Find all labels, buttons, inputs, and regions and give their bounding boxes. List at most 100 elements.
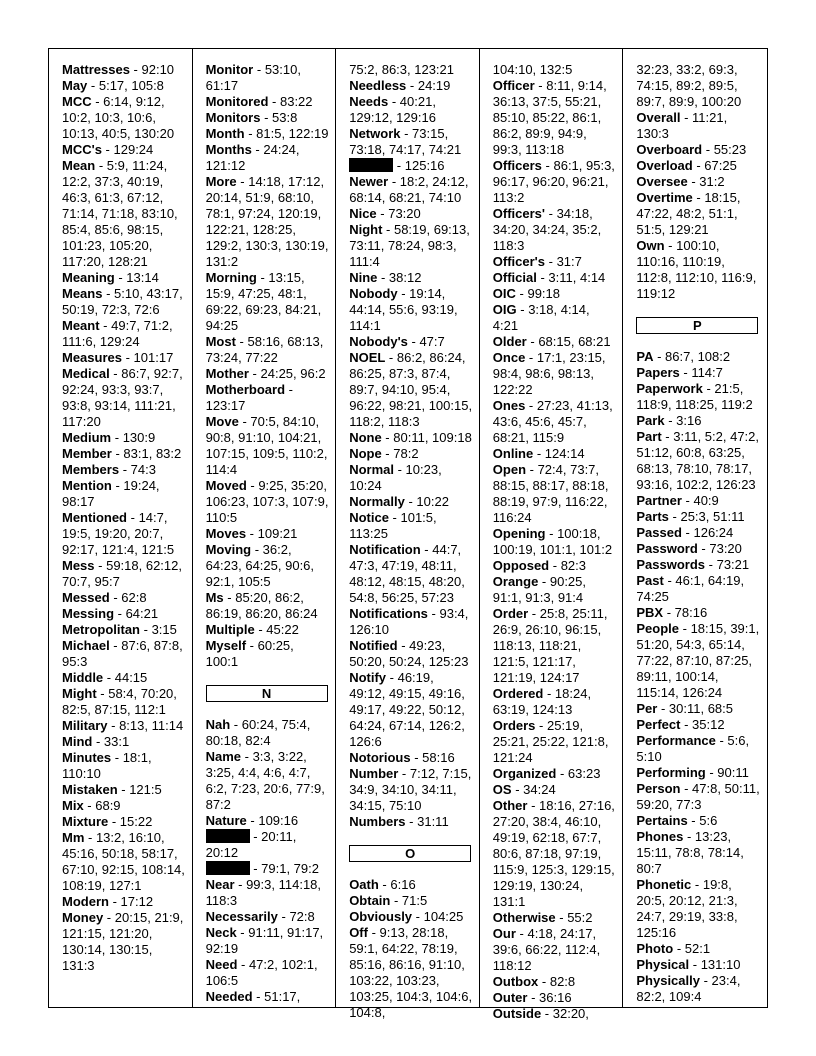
page-line-references: 40:9 bbox=[693, 493, 719, 508]
page-line-references: 86:1, 95:3, 96:17, 96:20, 96:21, 113:2 bbox=[492, 158, 615, 205]
index-entry: Pertains - 5:6 bbox=[636, 813, 718, 828]
index-entry: Needless - 24:19 bbox=[349, 78, 451, 93]
index-entry: Normal - 10:23, 10:24 bbox=[349, 462, 442, 493]
index-entry: 104:10, 132:5 bbox=[493, 62, 617, 78]
index-entry: Outer - 36:16 bbox=[492, 990, 572, 1005]
index-entry: - 79:1, 79:2 bbox=[205, 861, 330, 877]
page-line-references: 25:8, 25:11, 26:9, 26:10, 96:15, 118:13,… bbox=[492, 606, 608, 685]
index-entry: Official - 3:11, 4:14 bbox=[492, 270, 606, 285]
index-term: May bbox=[62, 78, 88, 93]
index-entry: Measures - 101:17 bbox=[62, 350, 174, 365]
index-entry: Person - 47:8, 50:11, 59:20, 77:3 bbox=[636, 781, 760, 812]
index-term: Moved bbox=[205, 478, 247, 493]
index-entry: Moved - 9:25, 35:20, 106:23, 107:3, 107:… bbox=[205, 478, 329, 525]
index-term: Nobody bbox=[349, 286, 398, 301]
page-line-references: 4:18, 24:17, 39:6, 66:22, 112:4, 118:12 bbox=[492, 926, 601, 973]
index-entry: Mix - 68:9 bbox=[62, 798, 121, 813]
index-term: NOEL bbox=[349, 350, 386, 365]
page-line-references: 52:1 bbox=[684, 941, 711, 956]
page-line-references: 32:20, bbox=[552, 1006, 589, 1021]
index-entry: Myself - 60:25, 100:1 bbox=[205, 638, 294, 669]
index-entry: Obviously - 104:25 bbox=[349, 909, 464, 924]
page-line-references: 44:15 bbox=[114, 670, 148, 685]
index-page: Mattresses - 92:10 May - 5:17, 105:8 MCC -… bbox=[48, 48, 768, 1021]
index-term: OIC bbox=[492, 286, 516, 301]
index-entry: Organized - 63:23 bbox=[492, 766, 601, 781]
index-entry: Notification - 44:7, 47:3, 47:19, 48:11,… bbox=[349, 542, 465, 605]
index-term: Months bbox=[205, 142, 252, 157]
page-line-references: 24:24, 121:12 bbox=[205, 142, 300, 173]
index-term: Once bbox=[492, 350, 526, 365]
index-entry: Past - 46:1, 64:19, 74:25 bbox=[636, 573, 745, 604]
index-term: People bbox=[636, 621, 679, 636]
page-line-references: 6:16 bbox=[390, 877, 416, 892]
index-term: Nature bbox=[205, 813, 247, 828]
page-line-references: 30:11, 68:5 bbox=[668, 701, 733, 716]
index-column: 75:2, 86:3, 123:21 Needless - 24:19 Needs … bbox=[336, 49, 480, 1020]
index-term: Notorious bbox=[349, 750, 411, 765]
index-entry: Normally - 10:22 bbox=[349, 494, 449, 509]
page-line-references: 44:7, 47:3, 47:19, 48:11, 48:12, 48:15, … bbox=[349, 542, 465, 605]
index-entry: Medium - 130:9 bbox=[62, 430, 156, 445]
index-term: Orders bbox=[492, 718, 536, 733]
index-term: Michael bbox=[62, 638, 110, 653]
redaction-block bbox=[349, 158, 394, 172]
index-term: PA bbox=[636, 349, 654, 364]
index-entry: Passwords - 73:21 bbox=[636, 557, 750, 572]
page-line-references: 109:21 bbox=[257, 526, 298, 541]
index-term: Otherwise bbox=[492, 910, 556, 925]
page-line-references: 10:22 bbox=[416, 494, 449, 509]
index-term: Performing bbox=[636, 765, 706, 780]
index-term: Passed bbox=[636, 525, 682, 540]
page-line-references: 35:12 bbox=[692, 717, 725, 732]
index-entry: Obtain - 71:5 bbox=[349, 893, 428, 908]
index-term: Network bbox=[349, 126, 401, 141]
index-term: Older bbox=[492, 334, 527, 349]
index-entry: 32:23, 33:2, 69:3, 74:15, 89:2, 89:5, 89… bbox=[636, 62, 761, 110]
index-entry: Notice - 101:5, 113:25 bbox=[349, 510, 437, 541]
index-term: Means bbox=[62, 286, 103, 301]
index-term: Monitor bbox=[205, 62, 254, 77]
index-term: Most bbox=[205, 334, 236, 349]
index-term: Needs bbox=[349, 94, 389, 109]
index-term: Off bbox=[349, 925, 368, 940]
page-line-references: 64:21 bbox=[125, 606, 159, 621]
page-line-references: 34:18, 34:20, 34:24, 35:2, 118:3 bbox=[492, 206, 602, 253]
index-term: Papers bbox=[636, 365, 680, 380]
index-entry: Officer - 8:11, 9:14, 36:13, 37:5, 55:21… bbox=[492, 78, 607, 157]
index-term: Password bbox=[636, 541, 698, 556]
index-entry: Outside - 32:20, bbox=[492, 1006, 589, 1021]
page-line-references: 18:15, 47:22, 48:2, 51:1, 51:5, 129:21 bbox=[636, 190, 741, 237]
index-entry: Need - 47:2, 102:1, 106:5 bbox=[205, 957, 318, 988]
index-term: Passwords bbox=[636, 557, 706, 572]
letter-section-header: P bbox=[636, 317, 759, 334]
page-line-references: 31:7 bbox=[556, 254, 582, 269]
index-term: Mother bbox=[205, 366, 249, 381]
index-term: Nah bbox=[205, 717, 231, 732]
page-line-references: 13:23, 15:11, 78:8, 78:14, 80:7 bbox=[636, 829, 744, 876]
index-entry: Multiple - 45:22 bbox=[205, 622, 299, 637]
index-term: Mixture bbox=[62, 814, 109, 829]
page-line-references: 18:1, 110:10 bbox=[62, 750, 152, 781]
index-entry: Medical - 86:7, 92:7, 92:24, 93:3, 93:7,… bbox=[62, 366, 183, 429]
page-line-references: 18:24, 63:19, 124:13 bbox=[492, 686, 592, 717]
page-line-references: 60:24, 75:4, 80:18, 82:4 bbox=[205, 717, 311, 748]
page-line-references: 25:3, 51:11 bbox=[680, 509, 745, 524]
page-line-references: 121:5 bbox=[129, 782, 162, 797]
index-term: Metropolitan bbox=[62, 622, 140, 637]
index-entry: Number - 7:12, 7:15, 34:9, 34:10, 34:11,… bbox=[349, 766, 472, 813]
index-entry: MCC - 6:14, 9:12, 10:2, 10:3, 10:6, 10:1… bbox=[62, 94, 175, 141]
page-line-references: 90:11 bbox=[717, 765, 749, 780]
index-entry: Nope - 78:2 bbox=[349, 446, 419, 461]
index-term: Oath bbox=[349, 877, 379, 892]
index-entry: Park - 3:16 bbox=[636, 413, 702, 428]
index-entry: PBX - 78:16 bbox=[636, 605, 708, 620]
index-entry: Officers - 86:1, 95:3, 96:17, 96:20, 96:… bbox=[492, 158, 615, 205]
page-line-references: 13:2, 16:10, 45:16, 50:18, 58:17, 67:10,… bbox=[62, 830, 185, 893]
index-column: 32:23, 33:2, 69:3, 74:15, 89:2, 89:5, 89… bbox=[623, 49, 767, 1007]
page-line-references: 6:14, 9:12, 10:2, 10:3, 10:6, 10:13, 40:… bbox=[62, 94, 175, 141]
page-line-references: 5:10, 43:17, 50:19, 72:3, 72:6 bbox=[62, 286, 183, 317]
page-line-references: 13:14 bbox=[126, 270, 159, 285]
index-term: Moves bbox=[205, 526, 247, 541]
index-term: Mistaken bbox=[62, 782, 118, 797]
